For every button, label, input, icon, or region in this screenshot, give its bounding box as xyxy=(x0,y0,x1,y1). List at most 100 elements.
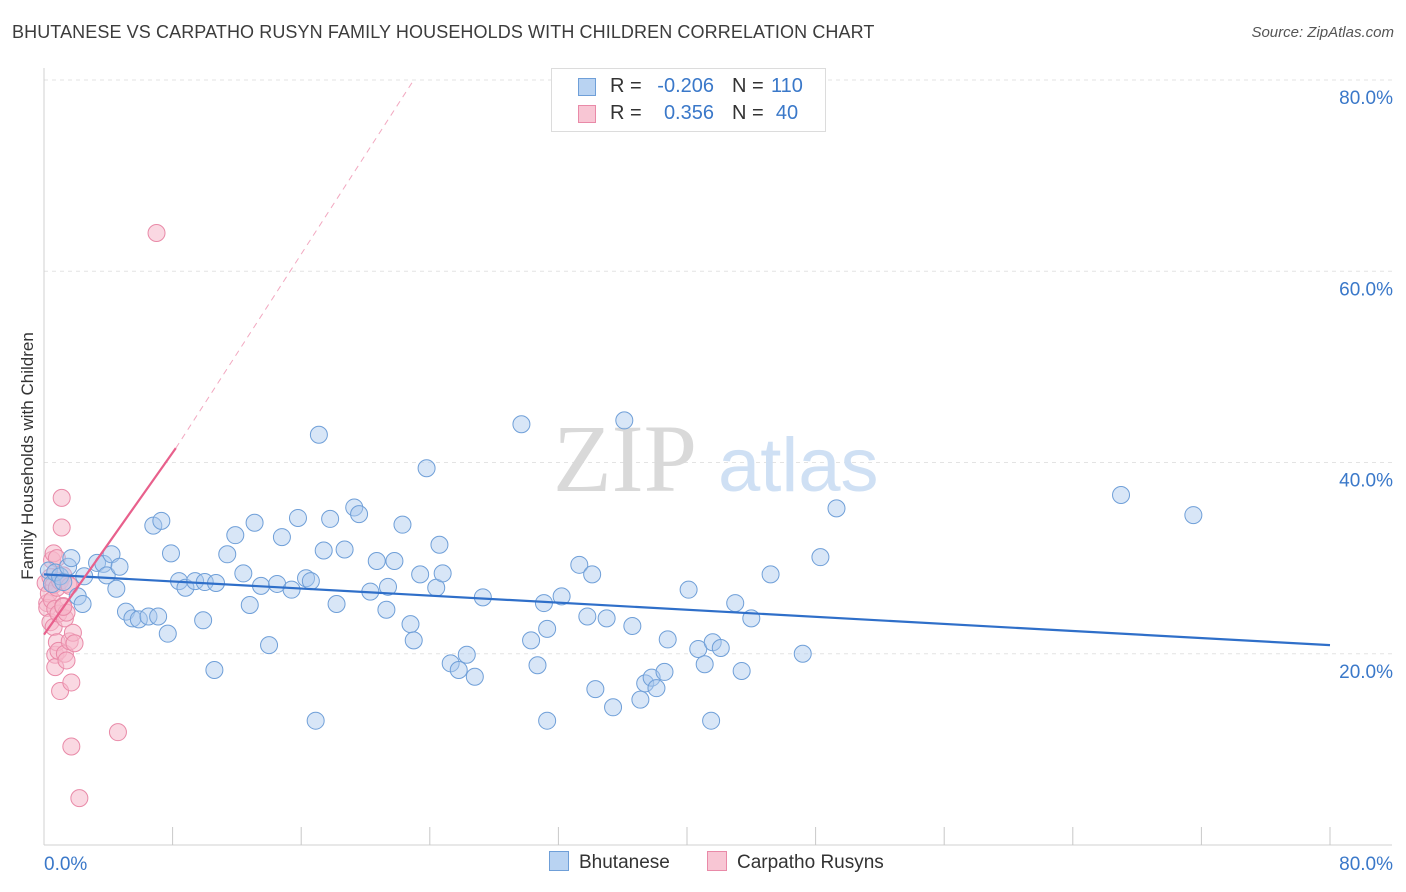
correlation-legend: R = -0.206 N = 110 R = 0.356 N = 40 xyxy=(551,68,826,132)
bhutanese-point xyxy=(604,698,623,717)
carpatho-rusyns-point xyxy=(147,224,166,242)
x-tick-label: 0.0% xyxy=(44,854,87,875)
bhutanese-point xyxy=(552,587,571,606)
bhutanese-point xyxy=(761,565,780,584)
bhutanese-point xyxy=(793,644,812,663)
bhutanese-point xyxy=(260,636,279,655)
y-tick-label: 40.0% xyxy=(1339,471,1393,492)
bhutanese-point xyxy=(139,607,158,626)
bhutanese-point xyxy=(631,690,650,709)
x-tick-label: 80.0% xyxy=(1339,854,1393,875)
legend-item-bhutanese: Bhutanese xyxy=(549,851,670,874)
bhutanese-point xyxy=(327,595,346,614)
legend-swatch-blue xyxy=(549,851,569,871)
bhutanese-points xyxy=(39,411,1203,730)
carpatho-rusyns-point xyxy=(108,723,127,742)
bhutanese-point xyxy=(301,572,320,591)
legend-swatch-pink xyxy=(707,851,727,871)
bhutanese-point xyxy=(538,619,557,638)
bhutanese-point xyxy=(583,565,602,584)
tick-labels: 20.0% 40.0% 60.0% 80.0% 0.0% 80.0% xyxy=(44,88,1393,875)
bhutanese-point xyxy=(457,645,476,664)
legend-swatch-blue xyxy=(578,78,596,96)
carpatho-rusyns-trend-line xyxy=(43,447,177,636)
bhutanese-point xyxy=(1184,506,1203,525)
source-attribution: Source: ZipAtlas.com xyxy=(1251,24,1394,41)
bhutanese-point xyxy=(827,499,846,518)
bhutanese-point xyxy=(149,607,168,626)
bhutanese-point xyxy=(306,711,325,730)
bhutanese-point xyxy=(528,656,547,675)
legend-n-value: 110 xyxy=(771,75,803,97)
bhutanese-point xyxy=(350,505,369,524)
bhutanese-point xyxy=(522,631,541,650)
legend-n-value: 40 xyxy=(775,102,799,124)
bhutanese-point xyxy=(161,544,180,563)
bhutanese-trend-line xyxy=(43,573,1331,647)
bhutanese-point xyxy=(321,509,340,528)
bhutanese-point xyxy=(314,541,333,560)
bhutanese-point xyxy=(538,711,557,730)
y-tick-label: 60.0% xyxy=(1339,279,1393,300)
watermark: ZIP atlas xyxy=(553,405,879,512)
legend-label-carpatho-rusyns: Carpatho Rusyns xyxy=(737,852,884,873)
bhutanese-point xyxy=(570,555,589,574)
bhutanese-point xyxy=(702,711,721,730)
legend-row-carpatho-rusyns: R = 0.356 N = 40 xyxy=(552,101,825,127)
bhutanese-point xyxy=(404,631,423,650)
carpatho-rusyns-point xyxy=(62,673,81,692)
bhutanese-point xyxy=(401,615,420,634)
bhutanese-point xyxy=(578,607,597,626)
carpatho-rusyns-point xyxy=(70,789,89,808)
legend-row-bhutanese: R = -0.206 N = 110 xyxy=(552,74,825,100)
legend-r-value: 0.356 xyxy=(663,102,714,124)
legend-label-bhutanese: Bhutanese xyxy=(579,852,670,873)
legend-r-value: -0.206 xyxy=(657,75,714,97)
bhutanese-point xyxy=(1112,486,1131,505)
watermark-zip: ZIP xyxy=(553,405,697,512)
carpatho-rusyns-point xyxy=(52,518,71,537)
bhutanese-point xyxy=(393,515,412,534)
bhutanese-point xyxy=(623,617,642,636)
bhutanese-point xyxy=(309,425,328,444)
bhutanese-point xyxy=(73,595,92,614)
bhutanese-point xyxy=(110,557,129,576)
bhutanese-point xyxy=(512,415,531,434)
bhutanese-point xyxy=(240,595,259,614)
bhutanese-point xyxy=(245,513,264,532)
bhutanese-point xyxy=(379,577,398,596)
carpatho-rusyns-point xyxy=(62,737,81,756)
bhutanese-point xyxy=(335,540,354,559)
carpatho-rusyns-point xyxy=(57,651,76,670)
chart-title: BHUTANESE VS CARPATHO RUSYN FAMILY HOUSE… xyxy=(12,22,875,42)
bhutanese-point xyxy=(107,579,126,598)
bhutanese-point xyxy=(97,566,116,585)
bhutanese-point xyxy=(417,459,436,478)
bhutanese-point xyxy=(62,549,81,568)
y-tick-label: 20.0% xyxy=(1339,662,1393,683)
bhutanese-point xyxy=(711,639,730,658)
bhutanese-point xyxy=(186,572,205,591)
bhutanese-point xyxy=(430,535,449,554)
y-axis-title: Family Households with Children xyxy=(18,332,37,580)
bhutanese-point xyxy=(811,548,830,567)
bhutanese-point xyxy=(282,580,301,599)
bhutanese-point xyxy=(586,680,605,699)
bhutanese-point xyxy=(385,551,404,570)
bhutanese-point xyxy=(658,630,677,649)
bhutanese-point xyxy=(695,655,714,674)
bhutanese-point xyxy=(433,564,452,583)
bhutanese-point xyxy=(297,569,316,588)
bhutanese-point xyxy=(597,609,616,628)
bhutanese-point xyxy=(218,545,237,564)
bhutanese-point xyxy=(726,594,745,613)
legend-n-label: N = xyxy=(732,102,764,124)
bhutanese-point xyxy=(615,411,634,430)
carpatho-rusyns-points xyxy=(36,224,166,808)
carpatho-rusyns-trend-extension xyxy=(175,79,415,449)
bhutanese-point xyxy=(679,580,698,599)
bhutanese-point xyxy=(205,661,224,680)
carpatho-rusyns-point xyxy=(65,634,84,653)
bhutanese-point xyxy=(194,611,213,630)
